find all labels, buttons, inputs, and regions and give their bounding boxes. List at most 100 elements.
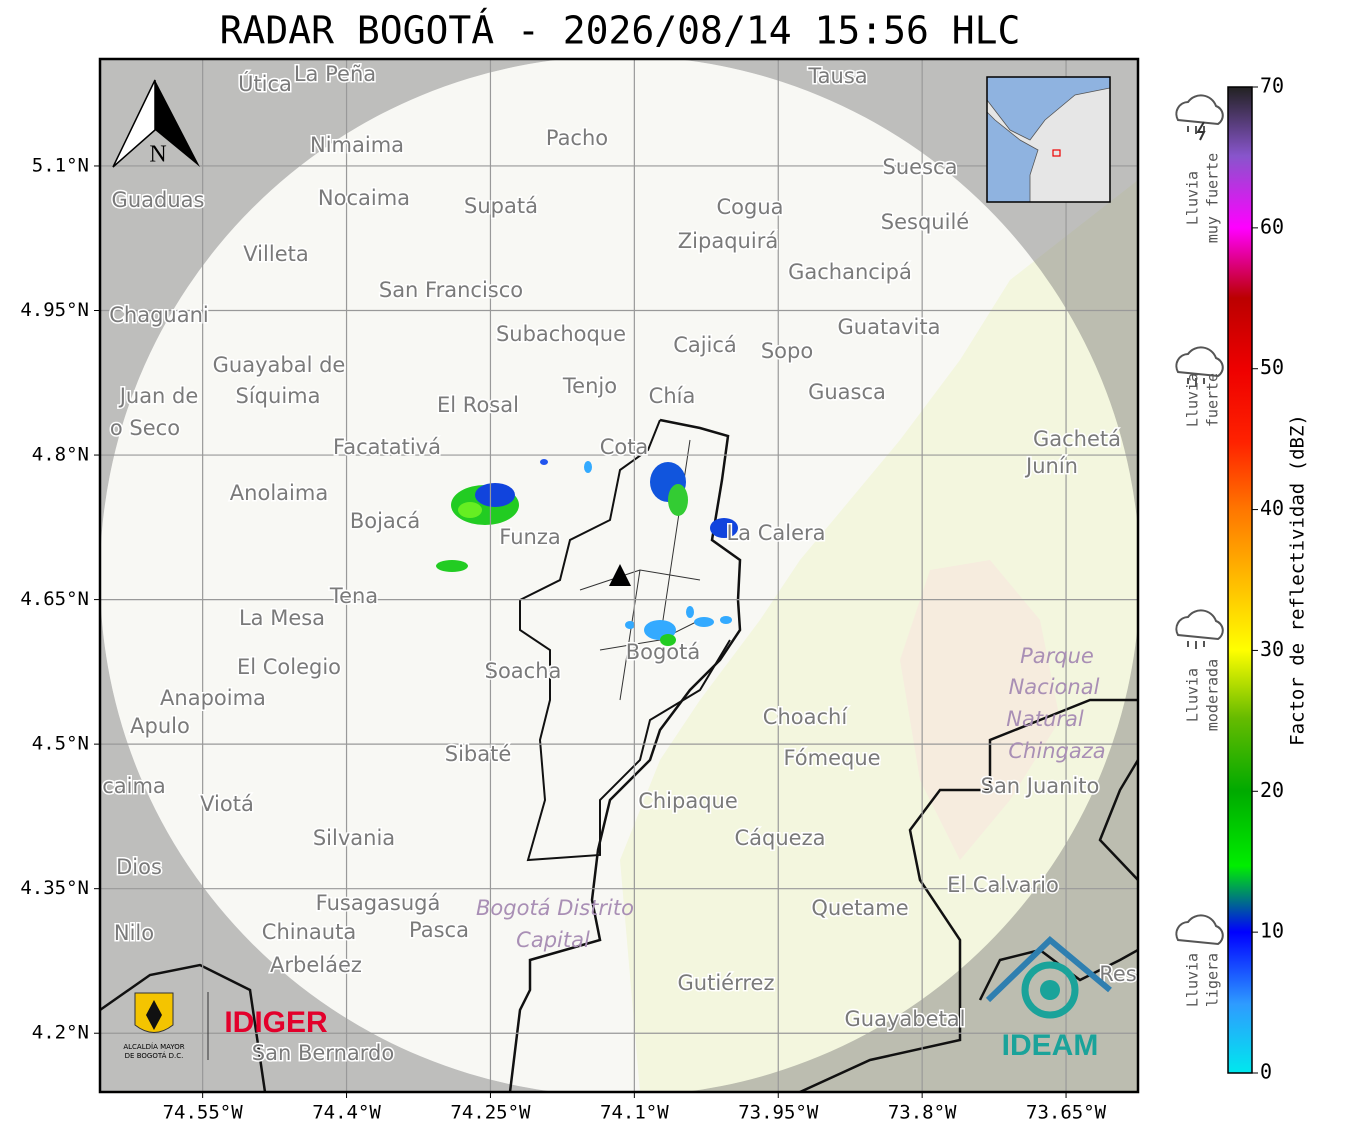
- grid: [100, 59, 1138, 1092]
- place-label: Tenjo: [562, 374, 617, 398]
- ideam-text: IDEAM: [1002, 1029, 1099, 1062]
- colorbar-tick-label: 50: [1260, 355, 1284, 379]
- place-label: Tena: [329, 584, 378, 608]
- alcaldia-logo: ALCALDÍA MAYOR DE BOGOTÁ D.C. IDIGER: [123, 992, 328, 1060]
- park-area: [900, 560, 1060, 860]
- echo: [475, 483, 515, 507]
- weather-icon: [1175, 346, 1224, 378]
- colorbar-tick-label: 20: [1260, 778, 1284, 802]
- place-label: Quetame: [811, 896, 908, 920]
- place-label: Arbeláez: [270, 953, 362, 977]
- place-label: Nimaima: [310, 133, 404, 157]
- place-label: Gachetá: [1033, 427, 1121, 451]
- inset-map: [986, 76, 1111, 203]
- area-label: Capital: [516, 928, 590, 952]
- place-label: Dios: [116, 855, 162, 879]
- rain-drops: [1187, 641, 1205, 649]
- y-tick-label: 4.5°N: [32, 733, 89, 755]
- ideam-logo: IDEAM: [985, 935, 1112, 1062]
- place-label: Chaguani: [109, 303, 209, 327]
- place-label: Guasca: [808, 380, 886, 404]
- legend-label: muy fuerte: [1204, 153, 1222, 243]
- x-tick-label: 74.25°W: [450, 1102, 531, 1124]
- colorbar-tick-label: 40: [1260, 496, 1284, 520]
- ideam-swirl: [1021, 961, 1079, 1019]
- place-label: Choachí: [763, 705, 849, 729]
- place-label: Sesquilé: [881, 210, 969, 234]
- legend-label: moderada: [1204, 659, 1222, 731]
- radar-echoes: [436, 459, 738, 646]
- place-label: El Rosal: [437, 393, 519, 417]
- colorbar-tick-label: 70: [1260, 74, 1284, 98]
- department-boundary: [508, 418, 742, 1092]
- title: RADAR BOGOTÁ - 2026/08/14 15:56 HLC: [220, 9, 1021, 53]
- place-label: Anapoima: [160, 686, 266, 710]
- echo: [686, 606, 694, 618]
- place-label: Sibaté: [445, 742, 512, 766]
- map-base: Útica La Peña Tausa Pacho Nimaima Guaduas Noca…: [100, 59, 1138, 1092]
- place-label: San Bernardo: [252, 1041, 394, 1065]
- weather-icon: [1175, 609, 1224, 641]
- place-label: caima: [102, 774, 166, 798]
- colorbar-tick-label: 60: [1260, 214, 1284, 238]
- echo: [660, 634, 676, 646]
- place-label: Junín: [1024, 454, 1078, 478]
- area-label: Natural: [1006, 707, 1084, 731]
- lightning: [1196, 121, 1206, 141]
- weather-icon: [1175, 914, 1224, 946]
- rain-drops: [1187, 378, 1205, 386]
- place-label: o Seco: [110, 416, 180, 440]
- colorbar-label: Factor de reflectividad (dBZ): [1287, 414, 1309, 746]
- x-tick-label: 73.8°W: [888, 1102, 957, 1124]
- x-tick-label: 74.4°W: [312, 1102, 381, 1124]
- place-label: Pasca: [409, 918, 469, 942]
- place-label: La Calera: [726, 521, 825, 545]
- map-frame: [98, 57, 1140, 1094]
- echo: [625, 621, 635, 629]
- place-label: Facatativá: [333, 435, 441, 459]
- place-label: Supatá: [464, 194, 538, 218]
- legend-label: Lluvia: [1184, 171, 1202, 225]
- echo: [458, 502, 482, 518]
- place-label: Chipaque: [638, 789, 738, 813]
- terrain-east: [620, 180, 1138, 1092]
- place-label: Fusagasugá: [316, 891, 441, 915]
- place-label: El Calvario: [947, 873, 1059, 897]
- colorbar: [1227, 86, 1253, 1074]
- place-label: Nilo: [114, 921, 154, 945]
- legend-label: Lluvia: [1184, 668, 1202, 722]
- place-label: Guaduas: [112, 188, 205, 212]
- place-label: Cota: [600, 435, 649, 459]
- place-label: Útica: [238, 71, 292, 96]
- y-tick-label: 5.1°N: [32, 154, 89, 176]
- place-label: Suesca: [883, 155, 958, 179]
- area-label: Parque: [1020, 644, 1094, 668]
- echo: [710, 518, 738, 538]
- echo: [720, 616, 732, 624]
- echo: [668, 484, 688, 516]
- echo: [694, 617, 714, 627]
- place-label: Gutiérrez: [678, 971, 775, 995]
- place-label: Tausa: [807, 64, 867, 88]
- area-label: Chingaza: [1008, 739, 1105, 763]
- colorbar-ticks: 0 10 20 30 40 50 60 70: [1252, 74, 1284, 1084]
- place-label: Apulo: [130, 714, 190, 738]
- y-tick-label: 4.95°N: [20, 299, 89, 321]
- x-tick-label: 74.55°W: [163, 1102, 244, 1124]
- north-arrow-right: [155, 80, 200, 167]
- x-tick-label: 74.1°W: [600, 1102, 669, 1124]
- place-label: Anolaima: [230, 481, 328, 505]
- echo: [436, 560, 468, 572]
- place-label: Funza: [499, 525, 560, 549]
- place-label: Pacho: [546, 126, 608, 150]
- area-label: Nacional: [1009, 675, 1100, 699]
- inset-frame: [986, 76, 1111, 203]
- place-label: Zipaquirá: [678, 229, 778, 253]
- x-tick-label: 73.65°W: [1026, 1102, 1107, 1124]
- place-label: Guatavita: [838, 315, 941, 339]
- weather-icon: [1175, 94, 1224, 126]
- place-label: Villeta: [243, 242, 308, 266]
- place-label: La Mesa: [239, 606, 325, 630]
